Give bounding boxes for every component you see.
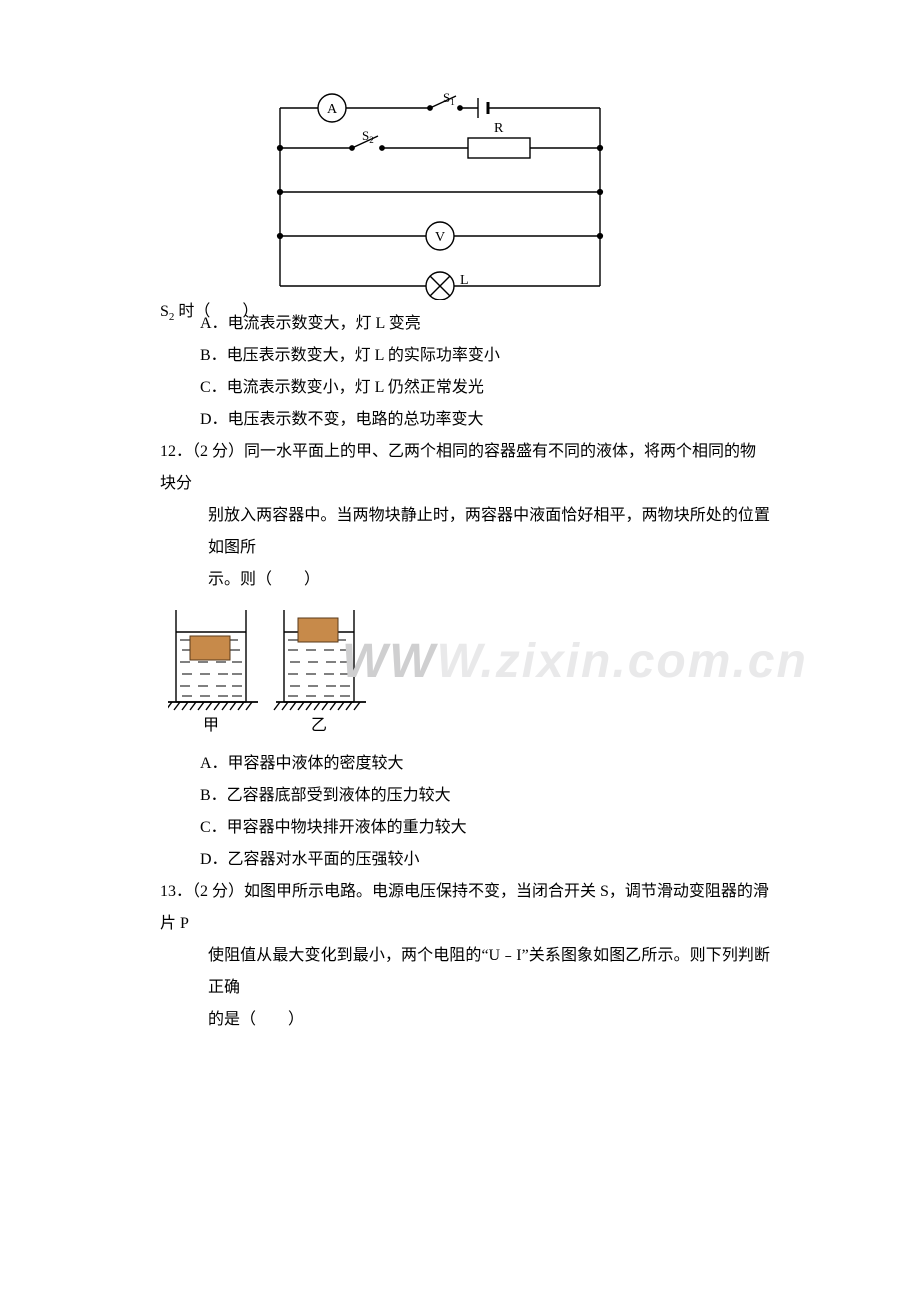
lamp-label: L [460, 273, 469, 288]
containers-diagram: 甲 乙 [168, 604, 688, 744]
q12-figure: 甲 乙 WWW.zixin.com.cn [168, 604, 688, 744]
q11-option-c: C．电流表示数变小，灯 L 仍然正常发光 [160, 372, 770, 404]
q12-stem-line2: 别放入两容器中。当两物块静止时，两容器中液面恰好相平，两物块所处的位置如图所 [160, 500, 770, 564]
container-right-label: 乙 [311, 717, 327, 734]
q12-option-d: D．乙容器对水平面的压强较小 [160, 844, 770, 876]
q12-option-c: C．甲容器中物块排开液体的重力较大 [160, 812, 770, 844]
q11-circuit-figure: A S1 S2 R V L S2 时（ ） [160, 100, 770, 300]
q12-stem-line3: 示。则（ ） [160, 564, 770, 596]
ammeter-label: A [327, 102, 338, 117]
q12-option-a: A．甲容器中液体的密度较大 [160, 748, 770, 780]
switch-s1-label: S1 [443, 90, 455, 107]
container-left-label: 甲 [203, 717, 219, 734]
q12-option-b: B．乙容器底部受到液体的压力较大 [160, 780, 770, 812]
q11-s2-tail: S2 时（ ） [160, 296, 258, 333]
q12-stem-line1: 12．（2 分）同一水平面上的甲、乙两个相同的容器盛有不同的液体，将两个相同的物… [160, 436, 770, 500]
q11-option-b: B．电压表示数变大，灯 L 的实际功率变小 [160, 340, 770, 372]
circuit-diagram: A S1 S2 R V L [260, 88, 620, 300]
voltmeter-label: V [435, 230, 445, 245]
q13-stem-line3: 的是（ ） [160, 1004, 770, 1036]
q13-stem-line1: 13．（2 分）如图甲所示电路。电源电压保持不变，当闭合开关 S，调节滑动变阻器… [160, 876, 770, 940]
q13-stem-line2: 使阻值从最大变化到最小，两个电阻的“U﹣I”关系图象如图乙所示。则下列判断正确 [160, 940, 770, 1004]
q11-option-d: D．电压表示数不变，电路的总功率变大 [160, 404, 770, 436]
switch-s2-label: S2 [362, 128, 374, 145]
resistor-label: R [494, 121, 504, 136]
